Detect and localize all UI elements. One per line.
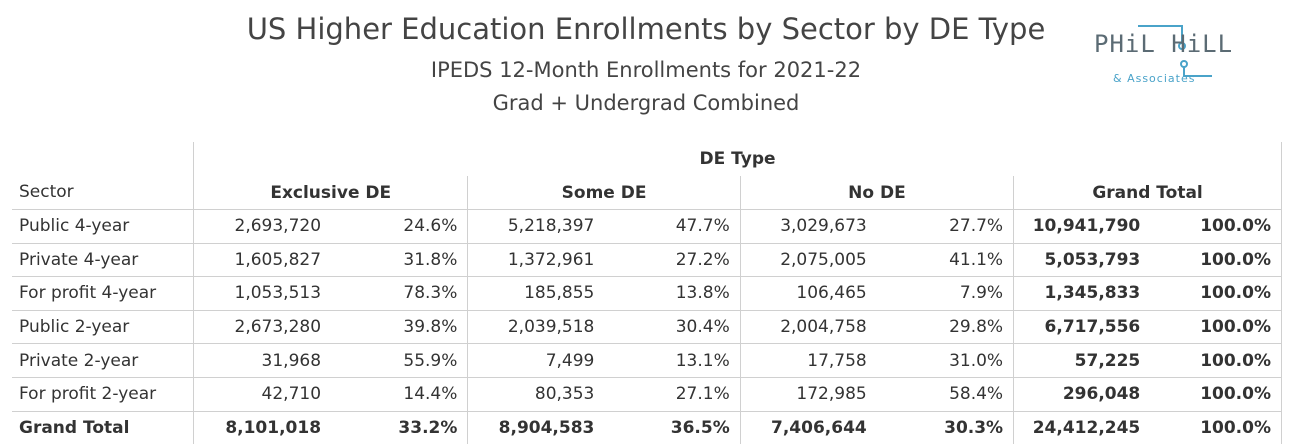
percent-cell: 33.2% bbox=[331, 410, 468, 445]
percent-cell: 30.4% bbox=[604, 309, 741, 344]
count-cell: 17,758 bbox=[739, 343, 877, 378]
page-title: US Higher Education Enrollments by Secto… bbox=[246, 12, 1046, 46]
percent-cell: 30.3% bbox=[876, 410, 1014, 445]
percent-cell: 13.1% bbox=[604, 343, 741, 378]
count-cell: 1,053,513 bbox=[193, 276, 332, 311]
table-row: Grand Total 8,101,018 33.2% 8,904,583 36.5% 7… bbox=[12, 410, 1283, 445]
logo-wordmark: PHiL HiLL bbox=[1094, 30, 1234, 58]
percent-cell: 14.4% bbox=[331, 376, 468, 412]
percent-cell: 31.8% bbox=[331, 242, 468, 277]
page-subtitle-2: Grad + Undergrad Combined bbox=[492, 91, 800, 115]
sector-cell: For profit 4-year bbox=[12, 276, 194, 311]
percent-cell: 36.5% bbox=[604, 410, 741, 445]
percent-cell: 100.0% bbox=[1150, 309, 1283, 344]
percent-cell: 100.0% bbox=[1150, 209, 1283, 244]
count-cell: 7,406,644 bbox=[739, 410, 877, 445]
count-cell: 10,941,790 bbox=[1013, 209, 1151, 244]
percent-cell: 13.8% bbox=[604, 276, 741, 311]
count-cell: 57,225 bbox=[1013, 343, 1151, 378]
count-cell: 1,372,961 bbox=[467, 242, 605, 277]
percent-cell: 78.3% bbox=[331, 276, 468, 311]
count-cell: 2,693,720 bbox=[193, 209, 332, 244]
percent-cell: 27.1% bbox=[604, 376, 741, 412]
percent-cell: 100.0% bbox=[1150, 376, 1283, 412]
percent-cell: 47.7% bbox=[604, 209, 741, 244]
percent-cell: 55.9% bbox=[331, 343, 468, 378]
header-spacer bbox=[12, 142, 194, 176]
sector-header: Sector bbox=[19, 182, 74, 203]
count-cell: 8,101,018 bbox=[193, 410, 332, 445]
de-type-header: DE Type bbox=[193, 142, 1282, 176]
percent-cell: 100.0% bbox=[1150, 343, 1283, 378]
count-cell: 2,004,758 bbox=[739, 309, 877, 344]
count-cell: 1,605,827 bbox=[193, 242, 332, 277]
count-cell: 3,029,673 bbox=[739, 209, 877, 244]
percent-cell: 100.0% bbox=[1150, 410, 1283, 445]
page-subtitle: IPEDS 12-Month Enrollments for 2021-22 bbox=[430, 58, 862, 82]
enrollment-table: DE Type Sector Exclusive DE Some DE No D… bbox=[12, 142, 1283, 445]
sector-cell: Public 2-year bbox=[12, 309, 194, 344]
count-cell: 296,048 bbox=[1013, 376, 1151, 412]
logo-circuit-icon bbox=[1138, 25, 1212, 77]
count-cell: 185,855 bbox=[467, 276, 605, 311]
sector-cell: Private 2-year bbox=[12, 343, 194, 378]
sector-cell: Grand Total bbox=[12, 410, 194, 445]
logo-subtext: & Associates bbox=[1113, 72, 1196, 85]
sector-cell: Public 4-year bbox=[12, 209, 194, 244]
sector-cell: Private 4-year bbox=[12, 242, 194, 277]
count-cell: 2,039,518 bbox=[467, 309, 605, 344]
count-cell: 1,345,833 bbox=[1013, 276, 1151, 311]
percent-cell: 27.2% bbox=[604, 242, 741, 277]
percent-cell: 24.6% bbox=[331, 209, 468, 244]
count-cell: 172,985 bbox=[739, 376, 877, 412]
sector-cell: For profit 2-year bbox=[12, 376, 194, 412]
count-cell: 8,904,583 bbox=[467, 410, 605, 445]
count-cell: 5,218,397 bbox=[467, 209, 605, 244]
count-cell: 24,412,245 bbox=[1013, 410, 1151, 445]
percent-cell: 29.8% bbox=[876, 309, 1014, 344]
count-cell: 42,710 bbox=[193, 376, 332, 412]
table-row: Private 2-year 31,968 55.9% 7,499 13.1% 17,75… bbox=[12, 343, 1283, 378]
count-cell: 5,053,793 bbox=[1013, 242, 1151, 277]
column-header: Exclusive DE bbox=[193, 175, 468, 210]
percent-cell: 27.7% bbox=[876, 209, 1014, 244]
column-header: Grand Total bbox=[1013, 175, 1282, 210]
percent-cell: 100.0% bbox=[1150, 242, 1283, 277]
table-row: Private 4-year 1,605,827 31.8% 1,372,961 27.… bbox=[12, 242, 1283, 277]
table-row: Public 2-year 2,673,280 39.8% 2,039,518 30.4… bbox=[12, 309, 1283, 344]
percent-cell: 41.1% bbox=[876, 242, 1014, 277]
count-cell: 7,499 bbox=[467, 343, 605, 378]
percent-cell: 100.0% bbox=[1150, 276, 1283, 311]
count-cell: 2,673,280 bbox=[193, 309, 332, 344]
count-cell: 6,717,556 bbox=[1013, 309, 1151, 344]
column-header: No DE bbox=[739, 175, 1014, 210]
table-row: Public 4-year 2,693,720 24.6% 5,218,397 47.7… bbox=[12, 209, 1283, 244]
table-row: For profit 2-year 42,710 14.4% 80,353 27.1% 1… bbox=[12, 376, 1283, 412]
company-logo: PHiL HiLL & Associates bbox=[1094, 22, 1234, 92]
percent-cell: 39.8% bbox=[331, 309, 468, 344]
count-cell: 80,353 bbox=[467, 376, 605, 412]
table-row: For profit 4-year 1,053,513 78.3% 185,855 13… bbox=[12, 276, 1283, 311]
count-cell: 2,075,005 bbox=[739, 242, 877, 277]
percent-cell: 7.9% bbox=[876, 276, 1014, 311]
percent-cell: 31.0% bbox=[876, 343, 1014, 378]
column-header: Some DE bbox=[467, 175, 741, 210]
count-cell: 106,465 bbox=[739, 276, 877, 311]
percent-cell: 58.4% bbox=[876, 376, 1014, 412]
count-cell: 31,968 bbox=[193, 343, 332, 378]
